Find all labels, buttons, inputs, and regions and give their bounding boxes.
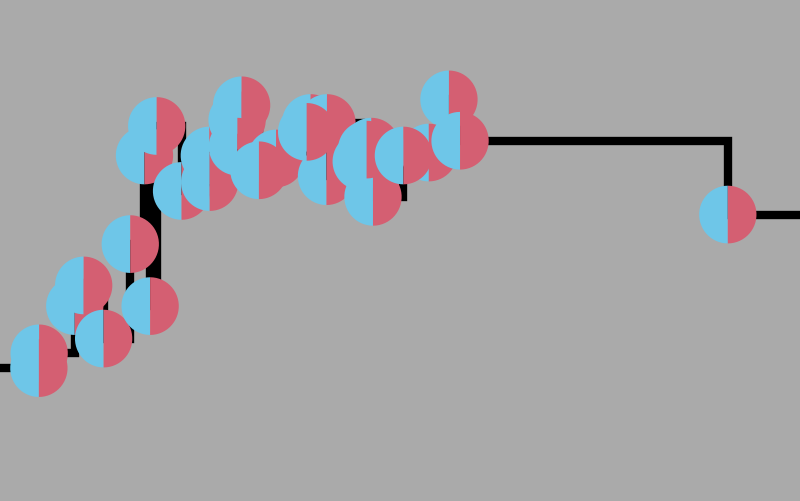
PathPatch shape [157, 98, 186, 155]
PathPatch shape [298, 95, 327, 153]
PathPatch shape [238, 119, 266, 176]
PathPatch shape [39, 325, 68, 382]
PathPatch shape [371, 119, 400, 176]
PathPatch shape [310, 95, 339, 153]
PathPatch shape [278, 104, 306, 161]
PathPatch shape [122, 278, 150, 335]
PathPatch shape [449, 72, 478, 129]
PathPatch shape [306, 104, 335, 161]
PathPatch shape [362, 133, 390, 191]
PathPatch shape [429, 124, 458, 182]
PathPatch shape [181, 154, 210, 211]
PathPatch shape [366, 122, 395, 179]
PathPatch shape [55, 257, 84, 315]
PathPatch shape [403, 127, 432, 185]
PathPatch shape [209, 92, 237, 150]
PathPatch shape [181, 127, 210, 185]
PathPatch shape [728, 186, 757, 244]
PathPatch shape [699, 186, 728, 244]
PathPatch shape [247, 130, 276, 188]
PathPatch shape [333, 133, 362, 191]
PathPatch shape [242, 77, 270, 135]
PathPatch shape [338, 122, 366, 179]
PathPatch shape [460, 113, 489, 170]
PathPatch shape [74, 278, 103, 335]
PathPatch shape [153, 163, 182, 220]
PathPatch shape [150, 278, 178, 335]
PathPatch shape [46, 278, 74, 335]
PathPatch shape [10, 325, 39, 382]
PathPatch shape [276, 130, 305, 188]
PathPatch shape [39, 340, 67, 397]
PathPatch shape [213, 77, 242, 135]
PathPatch shape [327, 95, 355, 153]
PathPatch shape [431, 113, 460, 170]
PathPatch shape [259, 142, 287, 200]
PathPatch shape [326, 148, 355, 205]
PathPatch shape [373, 169, 402, 226]
PathPatch shape [209, 119, 238, 176]
PathPatch shape [342, 119, 371, 176]
PathPatch shape [237, 92, 266, 150]
PathPatch shape [75, 310, 104, 368]
PathPatch shape [128, 98, 157, 155]
PathPatch shape [145, 127, 173, 185]
PathPatch shape [400, 124, 429, 182]
PathPatch shape [104, 310, 132, 368]
PathPatch shape [374, 127, 403, 185]
PathPatch shape [210, 127, 238, 185]
PathPatch shape [420, 72, 449, 129]
PathPatch shape [282, 95, 310, 153]
PathPatch shape [230, 142, 259, 200]
PathPatch shape [102, 216, 130, 274]
PathPatch shape [84, 257, 112, 315]
PathPatch shape [210, 154, 238, 211]
PathPatch shape [182, 163, 210, 220]
PathPatch shape [130, 216, 159, 274]
PathPatch shape [344, 169, 373, 226]
PathPatch shape [10, 340, 39, 397]
PathPatch shape [116, 127, 145, 185]
PathPatch shape [298, 148, 326, 205]
